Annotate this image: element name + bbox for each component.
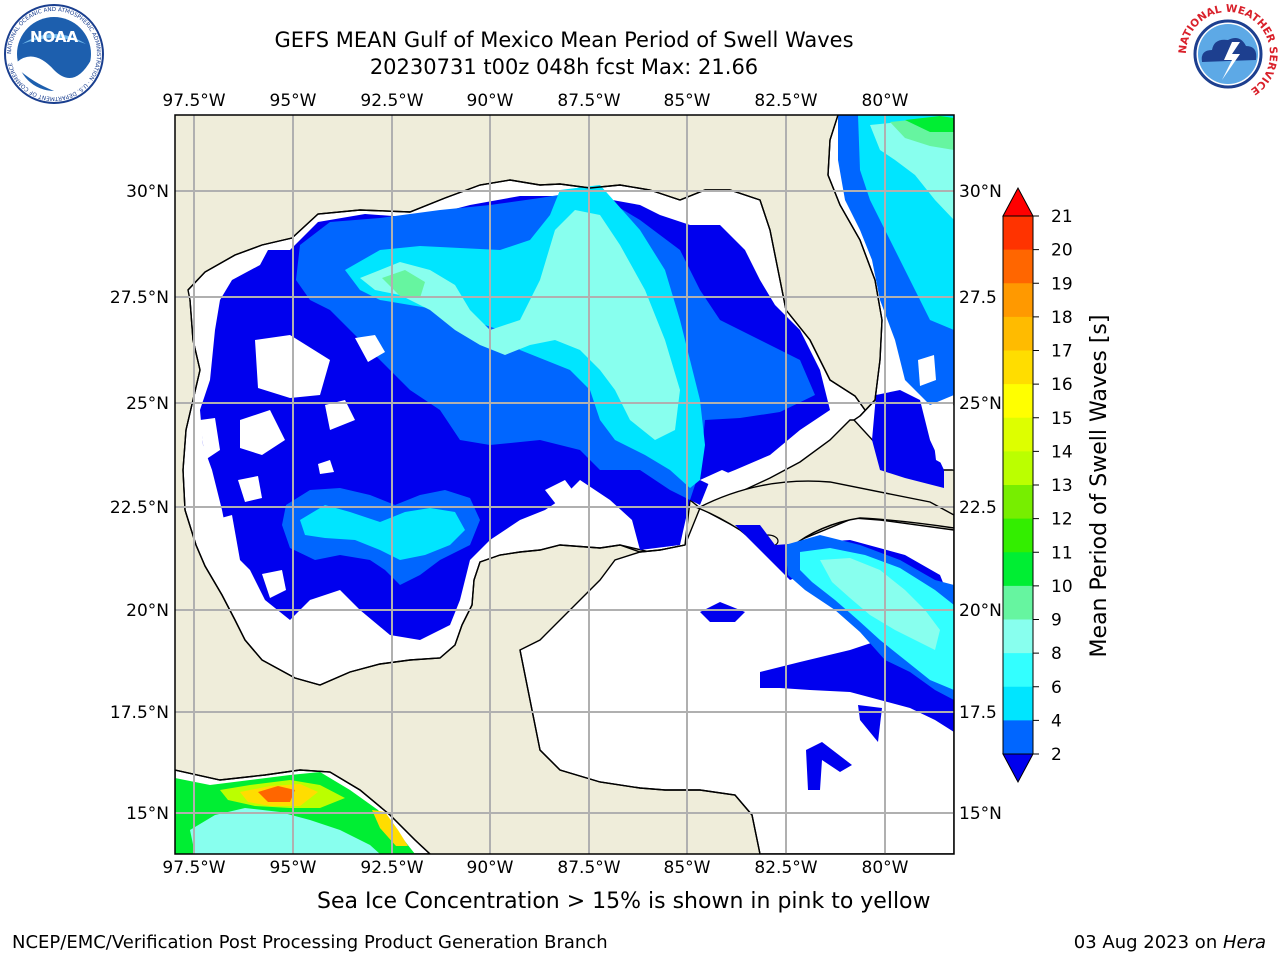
- contour-pacific-coast-warm: [372, 810, 408, 846]
- national-weather-service-logo: NATIONAL WEATHER SERVICE: [1177, 3, 1279, 108]
- colorbar-tick-label: 4: [1051, 711, 1062, 731]
- colorbar-tick-label: 2: [1051, 745, 1062, 765]
- colorbar-tick-label: 18: [1051, 308, 1073, 328]
- lon-label-bottom: 97.5°W: [162, 858, 225, 878]
- contour-8-9s-carib: [820, 558, 940, 650]
- colorbar-band: [1003, 686, 1033, 721]
- lat-label-left: 22.5°N: [110, 498, 169, 518]
- lon-label-top: 85°W: [664, 91, 711, 111]
- lon-labels-top: 97.5°W 95°W 92.5°W 90°W 87.5°W 85°W 82.5…: [162, 91, 908, 111]
- lon-label-top: 87.5°W: [557, 91, 620, 111]
- colorbar-tick-label: 15: [1051, 409, 1073, 429]
- colorbar-band: [1003, 653, 1033, 688]
- colorbar: [1002, 186, 1034, 784]
- lon-label-top: 95°W: [270, 91, 317, 111]
- contour-10-11s-atlantic: [905, 116, 954, 132]
- lon-label-bottom: 92.5°W: [360, 858, 423, 878]
- lat-label-right: 20°N: [959, 601, 1002, 621]
- lat-label-left: 17.5°N: [110, 703, 169, 723]
- contour-pacific-mid: [190, 808, 380, 854]
- map-area: [175, 115, 954, 854]
- lat-label-left: 30°N: [126, 182, 169, 202]
- colorbar-tick-label: 14: [1051, 442, 1073, 462]
- colorbar-tick-label: 11: [1051, 543, 1073, 563]
- colorbar-band: [1003, 316, 1033, 351]
- sea-ice-note: Sea Ice Concentration > 15% is shown in …: [317, 889, 931, 914]
- lat-label-left: 27.5°N: [110, 288, 169, 308]
- lon-label-top: 80°W: [862, 91, 909, 111]
- colorbar-band: [1003, 417, 1033, 452]
- colorbar-band: [1003, 720, 1033, 755]
- lat-labels-right: 30°N 27.5 25°N 22.5 20°N 17.5 15°N: [959, 182, 1002, 824]
- lon-label-top: 90°W: [467, 91, 514, 111]
- colorbar-band: [1003, 350, 1033, 385]
- lon-label-bottom: 80°W: [862, 858, 909, 878]
- graticule: [175, 115, 954, 854]
- colorbar-tick-label: 16: [1051, 375, 1073, 395]
- colorbar-band: [1003, 552, 1033, 587]
- colorbar-band: [1003, 619, 1033, 654]
- colorbar-band: [1003, 249, 1033, 284]
- colorbar-ticks: 21 20 19 18 17 16 15 14 13 12 11 10 9 8 6 4 2: [1033, 207, 1073, 765]
- noaa-logo: NOAA NATIONAL OCEANIC AND ATMOSPHERIC AD…: [4, 4, 104, 108]
- lat-label-right: 25°N: [959, 394, 1002, 414]
- lon-label-bottom: 87.5°W: [557, 858, 620, 878]
- credit-date: 03 Aug 2023 on: [1073, 932, 1223, 953]
- colorbar-band: [1003, 485, 1033, 520]
- colorbar-band: [1003, 283, 1033, 318]
- lat-label-left: 15°N: [126, 804, 169, 824]
- lon-label-top: 97.5°W: [162, 91, 225, 111]
- colorbar-tick-label: 21: [1051, 207, 1073, 227]
- colorbar-tick-label: 8: [1051, 644, 1062, 664]
- contour-6-8s-west: [300, 505, 465, 560]
- lon-label-top: 92.5°W: [360, 91, 423, 111]
- swell-period-contours: [175, 115, 954, 854]
- masked-regions: [200, 335, 954, 625]
- noaa-logo-text: NOAA: [30, 28, 79, 46]
- colorbar-tick-label: 13: [1051, 476, 1073, 496]
- lat-label-right: 30°N: [959, 182, 1002, 202]
- colorbar-extend-max: [1002, 186, 1034, 217]
- map-subtitle: 20230731 t00z 048h fcst Max: 21.66: [369, 55, 759, 79]
- lat-label-left: 20°N: [126, 601, 169, 621]
- contour-2-4s-carib-4: [858, 705, 882, 742]
- colorbar-label: Mean Period of Swell Waves [s]: [1087, 315, 1112, 658]
- lat-label-right: 22.5: [959, 498, 997, 518]
- colorbar-band: [1003, 216, 1033, 251]
- colorbar-band: [1003, 384, 1033, 419]
- lon-label-bottom: 95°W: [270, 858, 317, 878]
- lat-label-right: 27.5: [959, 288, 997, 308]
- contour-pacific-19: [258, 786, 295, 802]
- lat-label-left: 25°N: [126, 394, 169, 414]
- contour-8-9s-gulf: [360, 210, 680, 440]
- colorbar-tick-label: 6: [1051, 678, 1062, 698]
- contour-2-4s-carib-2: [700, 602, 745, 622]
- credit-host: Hera: [1222, 932, 1266, 953]
- lat-label-right: 15°N: [959, 804, 1002, 824]
- colorbar-tick-label: 9: [1051, 611, 1062, 631]
- colorbar-band: [1003, 451, 1033, 486]
- colorbar-band: [1003, 585, 1033, 620]
- lat-label-right: 17.5: [959, 703, 997, 723]
- lon-labels-bottom: 97.5°W 95°W 92.5°W 90°W 87.5°W 85°W 82.5…: [162, 858, 908, 878]
- map-title: GEFS MEAN Gulf of Mexico Mean Period of …: [274, 28, 854, 52]
- lon-label-top: 82.5°W: [754, 91, 817, 111]
- colorbar-tick-label: 20: [1051, 241, 1073, 261]
- lon-label-bottom: 82.5°W: [754, 858, 817, 878]
- lon-label-bottom: 85°W: [664, 858, 711, 878]
- colorbar-tick-label: 19: [1051, 274, 1073, 294]
- lat-labels-left: 30°N 27.5°N 25°N 22.5°N 20°N 17.5°N 15°N: [110, 182, 169, 824]
- colorbar-tick-label: 10: [1051, 577, 1073, 597]
- contour-2-4s-florida: [872, 390, 944, 488]
- contour-2-4s-carib-3: [806, 742, 852, 790]
- credit-left: NCEP/EMC/Verification Post Processing Pr…: [12, 932, 608, 953]
- map-frame: [174, 114, 955, 855]
- colorbar-band: [1003, 518, 1033, 553]
- credit-right: 03 Aug 2023 on Hera: [1074, 932, 1266, 953]
- lon-label-bottom: 90°W: [467, 858, 514, 878]
- colorbar-extend-min: [1002, 753, 1034, 784]
- colorbar-tick-label: 12: [1051, 510, 1073, 530]
- colorbar-tick-label: 17: [1051, 342, 1073, 362]
